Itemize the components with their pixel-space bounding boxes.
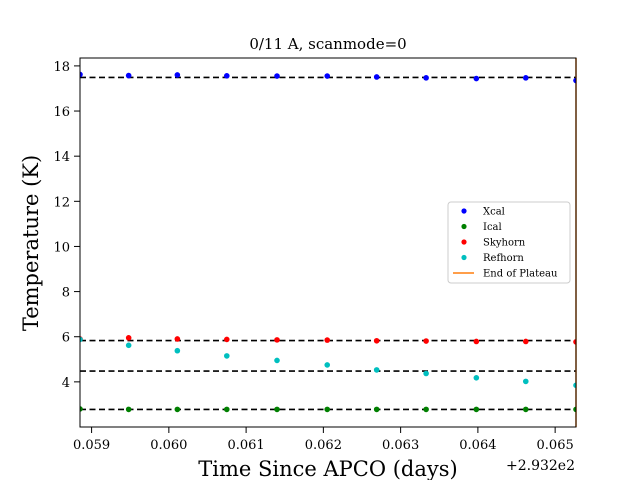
skyhorn-point — [373, 337, 380, 344]
x-tick-label: 0.065 — [537, 438, 574, 453]
refhorn-point — [324, 362, 331, 368]
xcal-point — [274, 73, 280, 79]
skyhorn-point — [174, 336, 181, 342]
refhorn-point — [522, 378, 529, 385]
xcal-point — [174, 72, 181, 78]
legend-marker-xcal — [461, 208, 467, 214]
refhorn-point — [80, 336, 83, 343]
xcal-point — [473, 75, 480, 82]
legend-label-end-of-plateau: End of Plateau — [483, 269, 558, 280]
y-tick-label: 4 — [62, 376, 70, 391]
skyhorn-point — [274, 337, 280, 343]
y-axis-label: Temperature (K) — [19, 155, 43, 331]
y-tick-label: 18 — [53, 60, 70, 75]
y-tick-label: 14 — [53, 150, 70, 165]
y-tick-label: 6 — [62, 331, 70, 346]
refhorn-point — [274, 357, 280, 364]
x-tick-label: 0.060 — [150, 438, 187, 453]
skyhorn-point — [423, 338, 429, 344]
legend-marker-skyhorn — [461, 239, 467, 245]
ical-point — [174, 406, 181, 413]
refhorn-point — [174, 347, 181, 354]
legend-label-ical: Ical — [483, 222, 502, 233]
legend-box — [447, 201, 571, 284]
points-group — [80, 71, 576, 413]
y-tick-label: 10 — [53, 240, 70, 255]
chart-title: 0/11 A, scanmode=0 — [249, 35, 406, 53]
ical-point — [373, 406, 380, 413]
x-tick-label: 0.061 — [227, 438, 264, 453]
y-tick-label: 12 — [53, 195, 70, 210]
skyhorn-point — [573, 339, 576, 345]
refhorn-point — [423, 370, 429, 377]
xcal-point — [324, 73, 331, 79]
xcal-point — [80, 71, 83, 78]
x-tick-label: 0.062 — [305, 438, 342, 453]
xcal-point — [423, 75, 429, 81]
ical-point — [324, 406, 331, 413]
xcal-point — [125, 72, 132, 79]
ical-point — [522, 406, 529, 413]
xcal-point — [373, 74, 380, 80]
plot-frame — [79, 57, 577, 428]
skyhorn-point — [223, 336, 230, 343]
legend-marker-ical — [461, 223, 467, 230]
y-tick-label: 8 — [62, 286, 70, 301]
skyhorn-point — [522, 338, 529, 345]
plot-area: 0.059 0.060 0.061 0.062 0.063 0.064 0.065 4 6 8 10… — [53, 57, 577, 453]
y-tick-label: 16 — [53, 105, 70, 120]
ical-point — [125, 406, 132, 413]
skyhorn-point — [324, 337, 331, 343]
refhorn-point — [125, 342, 132, 349]
refhorn-point — [473, 375, 480, 381]
ical-point — [473, 406, 480, 413]
legend-label-skyhorn: Skyhorn — [483, 238, 526, 249]
legend-marker-refhorn — [461, 254, 467, 261]
refhorn-point — [573, 382, 576, 389]
refhorn-point — [373, 367, 380, 373]
skyhorn-point — [125, 335, 132, 341]
x-offset-label: +2.932e2 — [506, 458, 575, 474]
ical-point — [573, 406, 576, 413]
refhorn-point — [223, 353, 230, 359]
xcal-point — [573, 77, 576, 84]
x-tick-label: 0.059 — [73, 438, 110, 453]
skyhorn-point — [473, 338, 480, 345]
ical-point — [80, 406, 83, 412]
ical-point — [223, 406, 230, 413]
legend-label-xcal: Xcal — [483, 207, 505, 218]
xcal-point — [223, 73, 230, 79]
x-axis-label: Time Since APCO (days) — [198, 457, 457, 480]
ical-point — [423, 406, 429, 413]
ical-point — [274, 406, 280, 413]
xcal-point — [522, 75, 529, 81]
x-tick-label: 0.063 — [382, 438, 419, 453]
x-tick-label: 0.064 — [459, 438, 496, 453]
legend-label-refhorn: Refhorn — [483, 253, 524, 264]
